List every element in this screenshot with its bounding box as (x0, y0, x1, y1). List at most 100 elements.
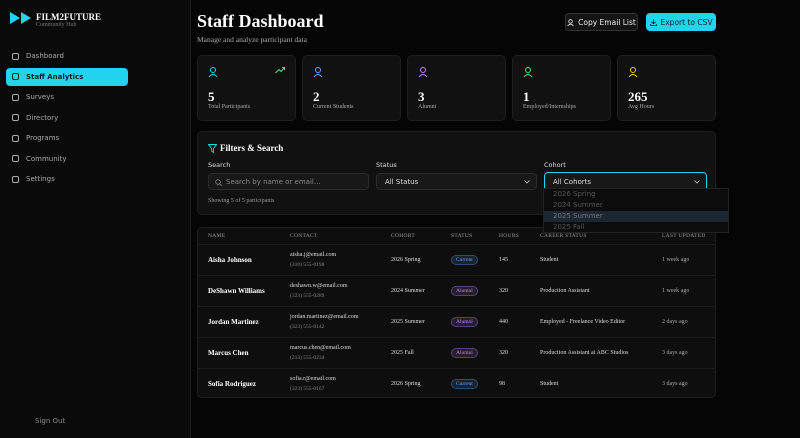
status-label: Status (376, 161, 397, 169)
column-header: LAST UPDATED (662, 233, 706, 239)
trend-icon (275, 67, 285, 74)
stat-label: Current Students (313, 104, 354, 110)
cohort-value: All Cohorts (553, 177, 592, 186)
table-row: Jordan Martinez jordan.martinez@email.com… (198, 306, 715, 337)
column-header: COHORT (391, 233, 416, 239)
updated: 1 week ago (662, 257, 690, 263)
cohort: 2024 Summer (391, 288, 425, 294)
nav-label: Dashboard (26, 52, 64, 60)
sign-out[interactable]: Sign Out (35, 417, 66, 425)
stat-label: Alumni (418, 104, 437, 110)
status-select[interactable]: All Status (376, 173, 537, 190)
nav-item[interactable]: Settings (6, 170, 128, 188)
page-title: Staff Dashboard (197, 11, 324, 31)
cohort: 2025 Summer (391, 319, 425, 325)
updated: 2 days ago (662, 319, 688, 325)
nav-label: Surveys (26, 93, 54, 101)
stat-icon (313, 67, 323, 78)
stat-icon (523, 67, 533, 78)
cohort: 2026 Spring (391, 381, 421, 387)
nav-item[interactable]: Surveys (6, 88, 128, 106)
stat-label: Avg Hours (628, 104, 655, 110)
stat-card: 2 Current Students (302, 55, 401, 121)
stat-value: 5 (208, 89, 215, 104)
column-header: CONTACT (290, 233, 318, 239)
career: Production Assistant at ABC Studios (540, 350, 629, 356)
stat-label: Total Participants (208, 104, 251, 110)
button-label: Copy Email List (578, 17, 636, 27)
career: Production Assistant (540, 288, 590, 294)
table-row: Sofia Rodriguez sofia.r@email.com (323) 55… (198, 368, 715, 397)
stat-card: 1 Employed/Internships (512, 55, 611, 121)
status-value: All Status (385, 177, 419, 186)
copy-button[interactable]: Copy Email List (565, 13, 638, 31)
phone: (310) 555-0198 (290, 262, 325, 268)
updated: 3 days ago (662, 350, 688, 356)
email: jordan.martinez@email.com (290, 314, 359, 320)
nav-icon (12, 155, 19, 162)
table-row: DeShawn Williams deshawn.w@email.com (323)… (198, 275, 715, 306)
search-label: Search (208, 161, 231, 169)
dropdown-option[interactable]: 2026 Spring (553, 190, 596, 198)
cohort: 2025 Fall (391, 350, 414, 356)
stat-card: 5 Total Participants (197, 55, 296, 121)
page-subtitle: Manage and analyze participant data (197, 35, 307, 44)
search-input[interactable]: Search by name or email... (208, 173, 369, 190)
participants-table: NAME CONTACT COHORT STATUS HOURS CAREER STATU… (197, 227, 716, 398)
email: sofia.r@email.com (290, 376, 336, 382)
nav-item[interactable]: Programs (6, 129, 128, 147)
nav-icon (12, 175, 19, 183)
cohort-dropdown: 2026 Spring 2024 Summer 2025 Summer 2025 Fa… (543, 188, 729, 233)
stat-card: 265 Avg Hours (617, 55, 716, 121)
stat-value: 1 (523, 89, 530, 104)
updated: 1 week ago (662, 288, 690, 294)
nav-icon (12, 73, 19, 80)
dropdown-option[interactable]: 2024 Summer (553, 201, 603, 209)
nav: Dashboard Staff Analytics Surveys Directory… (6, 47, 128, 191)
stat-value: 2 (313, 89, 320, 104)
phone: (323) 555-0142 (290, 324, 325, 330)
career: Student (540, 381, 559, 387)
dropdown-option[interactable]: 2025 Summer (544, 211, 728, 222)
sidebar: FILM2FUTURE Community Hub Dashboard Staff … (0, 0, 191, 438)
nav-item[interactable]: Directory (6, 109, 128, 127)
stat-icon (208, 67, 218, 78)
table-row: Aisha Johnson aisha.j@email.com (310) 555-… (198, 244, 715, 275)
status-badge: Current (451, 379, 478, 389)
hours: 320 (499, 350, 508, 356)
nav-item[interactable]: Dashboard (6, 47, 128, 65)
dropdown-option[interactable]: 2025 Fall (553, 223, 585, 231)
stat-icon (628, 67, 638, 78)
nav-label: Settings (26, 175, 55, 183)
column-header: STATUS (451, 233, 473, 239)
stat-card: 3 Alumni (407, 55, 506, 121)
name: Aisha Johnson (208, 256, 252, 264)
column-header: NAME (208, 233, 226, 239)
table-row: Marcus Chen marcus.chen@email.com (213) 55… (198, 337, 715, 368)
cohort: 2026 Spring (391, 257, 421, 263)
stat-value: 265 (628, 89, 648, 104)
search-placeholder: Search by name or email... (226, 177, 321, 186)
nav-item[interactable]: Community (6, 150, 128, 168)
stats: 5 Total Participants 2 Current Students 3 Alu… (197, 55, 716, 121)
name: DeShawn Williams (208, 287, 265, 295)
nav-label: Staff Analytics (26, 72, 84, 81)
brand-tagline: Community Hub (36, 22, 77, 28)
hours: 320 (499, 288, 508, 294)
filters-title: Filters & Search (220, 143, 284, 153)
hours: 98 (499, 381, 505, 387)
export-button[interactable]: Export to CSV (646, 13, 716, 31)
stat-icon (418, 67, 428, 78)
phone: (213) 555-0234 (290, 355, 325, 361)
status-badge: Current (451, 255, 478, 265)
nav-item[interactable]: Staff Analytics (6, 67, 128, 86)
logo: FILM2FUTURE Community Hub (10, 12, 101, 28)
result-count: Showing 5 of 5 participants (208, 198, 275, 204)
status-badge: Alumni (451, 286, 478, 296)
career: Employed - Freelance Video Editor (540, 319, 626, 325)
email: marcus.chen@email.com (290, 345, 351, 351)
nav-icon (12, 134, 19, 142)
name: Jordan Martinez (208, 318, 259, 326)
email: deshawn.w@email.com (290, 283, 348, 289)
